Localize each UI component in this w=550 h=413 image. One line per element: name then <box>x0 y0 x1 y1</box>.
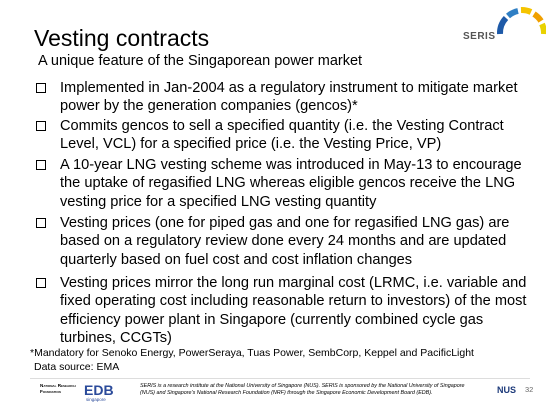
footer-rule <box>30 378 530 379</box>
bullet-box <box>36 218 46 228</box>
slide-subtitle: A unique feature of the Singaporean powe… <box>38 53 363 69</box>
bullet-text: Commits gencos to sell a specified quant… <box>60 118 504 153</box>
edb-sub: singapore <box>86 397 106 402</box>
bullet: Vesting prices (one for piped gas and on… <box>36 214 530 269</box>
logo-text: SERIS <box>463 31 496 42</box>
footnote: *Mandatory for Senoko Energy, PowerSeray… <box>30 347 474 359</box>
bullet: Vesting prices mirror the long run margi… <box>36 274 530 347</box>
bullet-box <box>36 121 46 131</box>
seris-logo-rays <box>497 7 546 35</box>
bullet-box <box>36 83 46 93</box>
bullet-text: Vesting prices (one for piped gas and on… <box>60 215 510 268</box>
source: Data source: EMA <box>34 361 120 373</box>
slide-title: Vesting contracts <box>34 25 210 51</box>
bullet-text: Implemented in Jan-2004 as a regulatory … <box>60 80 518 115</box>
bullet: Commits gencos to sell a specified quant… <box>36 117 530 154</box>
bullet: Implemented in Jan-2004 as a regulatory … <box>36 79 530 116</box>
nrf-logo: National Research Foundation <box>40 383 76 394</box>
bullet-text: Vesting prices mirror the long run margi… <box>60 275 527 346</box>
page-number: 32 <box>525 385 534 394</box>
bullet-text: A 10-year LNG vesting scheme was introdu… <box>60 157 522 210</box>
bullet-box <box>36 278 46 288</box>
edb-logo: EDB <box>84 382 114 398</box>
bullet-box <box>36 160 46 170</box>
footer-text: SERIS is a research institute at the Nat… <box>140 383 465 396</box>
nus-logo: NUS <box>497 385 517 395</box>
bullet: A 10-year LNG vesting scheme was introdu… <box>36 156 530 211</box>
